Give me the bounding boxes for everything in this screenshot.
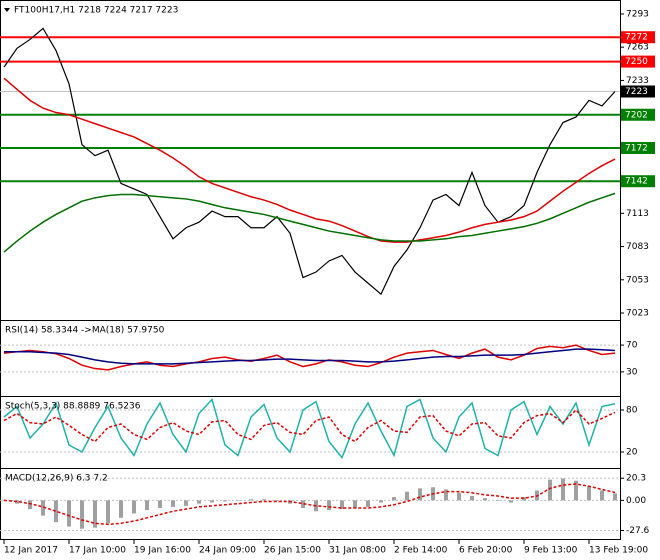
macd-bar — [366, 500, 370, 507]
x-tick-label: 9 Feb 13:00 — [524, 546, 578, 556]
macd-bar — [587, 486, 591, 501]
macd-bar — [574, 480, 578, 501]
level-label: 7272 — [625, 33, 648, 43]
level-box — [621, 31, 655, 44]
macd-bar — [41, 500, 45, 516]
macd-bar — [106, 500, 110, 524]
macd-bar — [236, 500, 240, 501]
series-line — [3, 483, 616, 526]
macd-bar — [600, 490, 604, 501]
y-tick-label: 7083 — [626, 242, 649, 252]
y-tick-label: 30 — [626, 367, 638, 377]
series-line — [3, 77, 616, 243]
y-tick-label: -27.6 — [626, 526, 650, 536]
macd-bar — [483, 498, 487, 501]
series-line — [3, 344, 616, 371]
series-line — [3, 398, 616, 460]
macd-bar — [509, 500, 513, 503]
series-line — [4, 348, 616, 365]
x-tick-label: 12 Jan 2017 — [4, 546, 58, 556]
macd-bar — [561, 478, 565, 501]
macd-bar — [353, 500, 357, 508]
macd-bar — [548, 479, 552, 501]
macd-bar — [184, 500, 188, 506]
menu-arrow — [4, 8, 10, 12]
macd-bar — [275, 500, 279, 501]
macd-bar — [457, 492, 461, 501]
macd-bar — [145, 500, 149, 511]
x-tick-label: 19 Jan 16:00 — [134, 546, 191, 556]
macd-bar — [223, 500, 227, 502]
y-tick-label: 7023 — [626, 309, 649, 319]
macd-bar — [171, 500, 175, 507]
macd-bar — [262, 499, 266, 501]
macd-bar — [405, 491, 409, 501]
panel-title: RSI(14) 58.3344 ->MA(18) 57.9750 — [5, 326, 165, 336]
macd-bar — [119, 500, 123, 518]
macd-bar — [132, 500, 136, 514]
series-line — [3, 27, 616, 296]
macd-bar — [327, 500, 331, 511]
last-price-label: 7223 — [625, 87, 648, 97]
x-tick-label: 24 Jan 09:00 — [199, 546, 256, 556]
y-tick-label: 20.3 — [626, 474, 646, 484]
level-box — [621, 141, 655, 154]
y-tick-label: 0.00 — [626, 496, 646, 506]
y-tick-label: 7263 — [626, 43, 649, 53]
macd-bar — [80, 500, 84, 529]
frame — [0, 0, 621, 540]
macd-bar — [392, 497, 396, 501]
level-label: 7172 — [625, 143, 648, 153]
panel-title: MACD(12,26,9) 6.3 7.2 — [5, 474, 108, 484]
x-tick-label: 17 Jan 10:00 — [69, 546, 126, 556]
last-price-box — [621, 85, 655, 98]
y-tick-label: 70 — [626, 341, 638, 351]
macd-bar — [340, 500, 344, 510]
macd-bar — [301, 500, 305, 508]
macd-bar — [197, 500, 201, 504]
x-tick-label: 26 Jan 15:00 — [264, 546, 321, 556]
macd-bar — [418, 488, 422, 501]
y-tick-label: 7293 — [626, 9, 649, 19]
y-tick-label: 20 — [626, 448, 638, 458]
macd-bar — [613, 493, 617, 501]
macd-bar — [496, 500, 500, 501]
x-tick-label: 2 Feb 14:00 — [394, 546, 448, 556]
macd-bar — [28, 500, 32, 510]
macd-bar — [249, 499, 253, 501]
level-label: 7202 — [625, 110, 648, 120]
x-tick-label: 31 Jan 08:00 — [329, 546, 386, 556]
y-tick-label: 7233 — [626, 76, 649, 86]
y-tick-label: 7053 — [626, 275, 649, 285]
y-tick-label: 80 — [626, 406, 638, 416]
macd-bar — [444, 489, 448, 501]
macd-bar — [210, 500, 214, 503]
level-label: 7142 — [625, 177, 648, 187]
x-tick-label: 13 Feb 19:00 — [589, 546, 648, 556]
level-box — [621, 175, 655, 188]
macd-bar — [470, 496, 474, 501]
panel-title: Stoch(5,3,3) 88.8889 76.5236 — [5, 402, 141, 412]
macd-bar — [54, 500, 58, 523]
macd-bar — [158, 500, 162, 508]
macd-bar — [379, 500, 383, 503]
series-line — [3, 408, 616, 443]
macd-bar — [67, 500, 71, 527]
level-box — [621, 108, 655, 121]
series-line — [3, 192, 616, 253]
macd-bar — [522, 497, 526, 501]
level-label: 7250 — [625, 57, 648, 67]
x-tick-label: 6 Feb 20:00 — [459, 546, 513, 556]
macd-bar — [15, 500, 19, 504]
y-tick-label: 7113 — [626, 209, 649, 219]
level-box — [621, 55, 655, 68]
panel-title: FT100H17,H1 7218 7224 7217 7223 — [14, 6, 178, 16]
macd-bar — [93, 500, 97, 528]
